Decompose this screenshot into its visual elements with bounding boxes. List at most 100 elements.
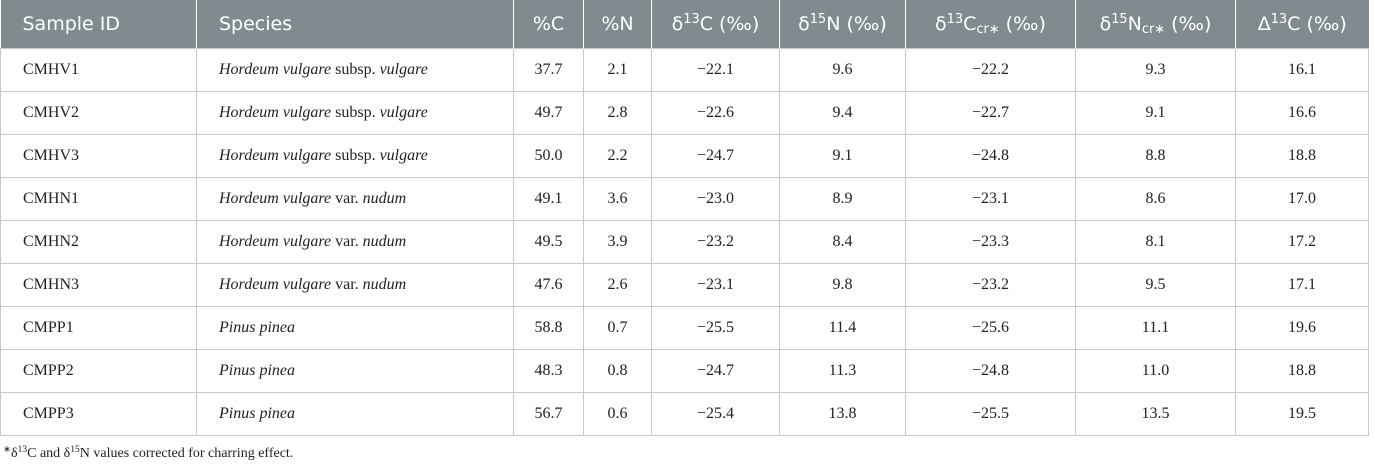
text-segment: N values corrected for charring effect. xyxy=(79,446,294,461)
text-segment: nudum xyxy=(362,233,407,250)
table-cell: 0.8 xyxy=(583,349,652,393)
text-segment: 13 xyxy=(683,11,700,27)
table-row: CMHN2 Hordeum vulgare var. nudum 49.5 3.9 −2… xyxy=(0,220,1369,264)
table-cell: −25.5 xyxy=(905,392,1076,436)
text-segment: C xyxy=(963,13,977,35)
table-row: CMPP1 Pinus pinea 58.8 0.7 −25.5 11.4 −25.6 11.… xyxy=(0,306,1369,350)
table-cell: 11.0 xyxy=(1075,349,1236,393)
text-segment: 15 xyxy=(70,444,80,455)
table-cell: CMHN3 xyxy=(0,263,197,307)
table-cell: −22.7 xyxy=(905,91,1076,135)
table-cell: 3.9 xyxy=(583,220,652,264)
text-segment: nudum xyxy=(362,190,407,207)
text-segment: C and δ xyxy=(27,446,71,461)
text-segment: subsp. xyxy=(331,61,380,78)
table-cell: 48.3 xyxy=(513,349,584,393)
text-segment: Pinus pinea xyxy=(219,319,295,336)
text-segment: nudum xyxy=(362,276,407,293)
text-segment: 15 xyxy=(1111,11,1128,27)
table-cell: 2.2 xyxy=(583,134,652,178)
table-cell: 11.4 xyxy=(779,306,906,350)
column-header: %C xyxy=(513,0,584,49)
text-segment: 13 xyxy=(1270,11,1288,27)
table-cell: 2.1 xyxy=(583,48,652,92)
text-segment: var. xyxy=(331,276,363,293)
header-row: Sample ID Species %C %N δ13C (‰) δ15N (‰) δ13C… xyxy=(0,0,1369,49)
table-row: CMHN1 Hordeum vulgare var. nudum 49.1 3.6 −2… xyxy=(0,177,1369,221)
text-segment: δ xyxy=(1099,13,1112,35)
table-cell: −22.1 xyxy=(651,48,780,92)
table-cell: CMHN2 xyxy=(0,220,197,264)
table-cell: 8.9 xyxy=(779,177,906,221)
table-cell: −23.1 xyxy=(905,177,1076,221)
text-segment: %C xyxy=(532,13,565,35)
table-cell: 11.1 xyxy=(1075,306,1236,350)
text-segment: Pinus pinea xyxy=(219,405,295,422)
table-cell: 17.0 xyxy=(1235,177,1369,221)
table-cell: 9.1 xyxy=(1075,91,1236,135)
table-cell: 2.6 xyxy=(583,263,652,307)
text-segment: Δ xyxy=(1257,13,1271,35)
table-cell: CMHV3 xyxy=(0,134,197,178)
text-segment: Hordeum vulgare xyxy=(219,147,332,164)
column-header: %N xyxy=(583,0,652,49)
table-cell: 17.1 xyxy=(1235,263,1369,307)
table-cell: 58.8 xyxy=(513,306,584,350)
text-segment: Hordeum vulgare xyxy=(219,61,332,78)
table-cell: CMHN1 xyxy=(0,177,197,221)
table-cell: −22.2 xyxy=(905,48,1076,92)
text-segment: cr∗ xyxy=(976,22,1000,38)
table-cell: −24.8 xyxy=(905,134,1076,178)
table-cell: 50.0 xyxy=(513,134,584,178)
table-cell: 16.6 xyxy=(1235,91,1369,135)
table-cell: −24.8 xyxy=(905,349,1076,393)
text-segment: vulgare xyxy=(379,104,428,121)
table-cell: −25.4 xyxy=(651,392,780,436)
table-cell: 2.8 xyxy=(583,91,652,135)
table-cell: 13.5 xyxy=(1075,392,1236,436)
table-row: CMPP3 Pinus pinea 56.7 0.6 −25.4 13.8 −25.5 13.… xyxy=(0,392,1369,436)
table-cell: 3.6 xyxy=(583,177,652,221)
text-segment: C (‰) xyxy=(1287,13,1347,35)
text-segment: 13 xyxy=(946,11,964,27)
table-row: CMHN3 Hordeum vulgare var. nudum 47.6 2.6 −2… xyxy=(0,263,1369,307)
table-cell: 47.6 xyxy=(513,263,584,307)
column-header: Δ13C (‰) xyxy=(1235,0,1369,49)
text-segment: Hordeum vulgare xyxy=(219,190,332,207)
table-cell: Hordeum vulgare var. nudum xyxy=(196,220,514,264)
text-segment: Hordeum vulgare xyxy=(219,233,332,250)
text-segment: ∗ xyxy=(3,444,11,455)
table-body: CMHV1 Hordeum vulgare subsp. vulgare 37.7 2… xyxy=(0,48,1369,436)
table-cell: Hordeum vulgare subsp. vulgare xyxy=(196,91,514,135)
table-cell: −23.1 xyxy=(651,263,780,307)
text-segment: 13 xyxy=(17,444,28,455)
text-segment: var. xyxy=(331,190,363,207)
table-cell: 18.8 xyxy=(1235,134,1369,178)
table-row: CMPP2 Pinus pinea 48.3 0.8 −24.7 11.3 −24.8 11.… xyxy=(0,349,1369,393)
table-row: CMHV1 Hordeum vulgare subsp. vulgare 37.7 2… xyxy=(0,48,1369,92)
table-cell: 0.7 xyxy=(583,306,652,350)
table-cell: 9.4 xyxy=(779,91,906,135)
table-cell: 9.6 xyxy=(779,48,906,92)
text-segment: vulgare xyxy=(379,61,428,78)
table-cell: 18.8 xyxy=(1235,349,1369,393)
text-segment: %N xyxy=(601,13,634,35)
column-header: δ13C (‰) xyxy=(651,0,780,49)
text-segment: δ xyxy=(10,446,18,461)
column-header: Sample ID xyxy=(0,0,197,49)
table-cell: 9.1 xyxy=(779,134,906,178)
table-cell: 49.1 xyxy=(513,177,584,221)
table-cell: 19.5 xyxy=(1235,392,1369,436)
table-cell: −23.3 xyxy=(905,220,1076,264)
table-cell: 49.7 xyxy=(513,91,584,135)
text-segment: cr∗ xyxy=(1141,22,1166,38)
column-header: δ13Ccr∗ (‰) xyxy=(905,0,1076,49)
table-cell: Pinus pinea xyxy=(196,306,514,350)
text-segment: (‰) xyxy=(999,13,1046,35)
text-segment: subsp. xyxy=(331,147,380,164)
text-segment: N (‰) xyxy=(826,13,887,35)
text-segment: Hordeum vulgare xyxy=(219,104,332,121)
table-cell: 8.8 xyxy=(1075,134,1236,178)
table-cell: 9.5 xyxy=(1075,263,1236,307)
